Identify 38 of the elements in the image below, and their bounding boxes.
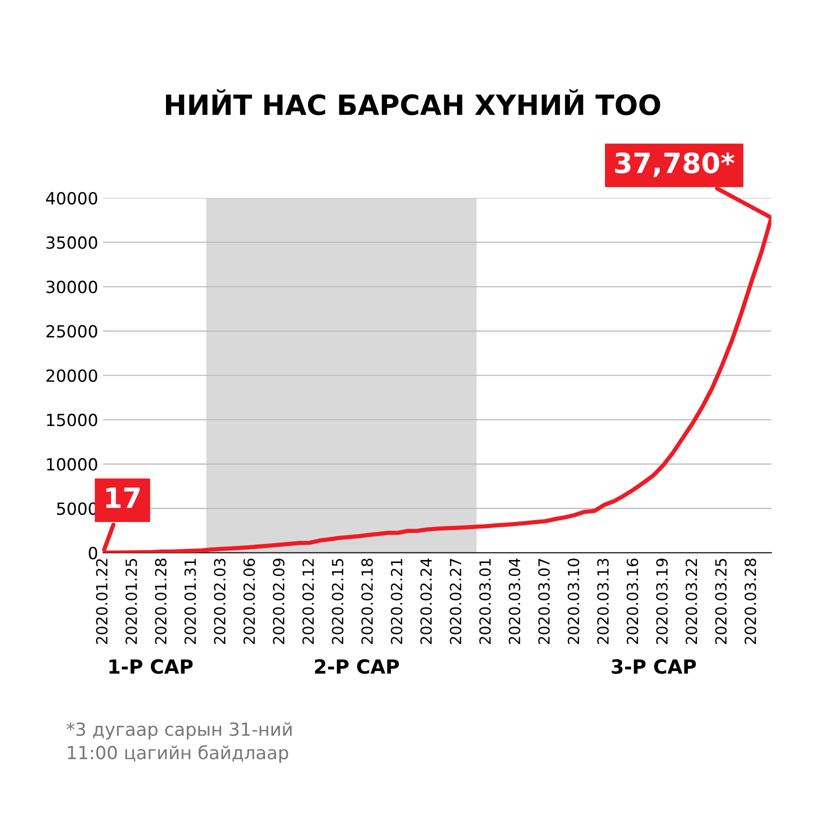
text: 2-Р САР <box>315 659 399 674</box>
x-tick-label: 2020.03.25 <box>715 558 727 644</box>
x-tick-label: 2020.01.25 <box>125 558 138 644</box>
x-tick-label: 2020.03.16 <box>626 558 638 644</box>
text: *3 дугаар сарын 31-ний 11:00 цагийн байдлаар <box>66 722 292 763</box>
x-tick-label: 2020.02.03 <box>214 558 226 644</box>
x-tick-label: 2020.02.12 <box>302 559 314 644</box>
x-tick-label: 2020.01.28 <box>154 558 167 644</box>
x-tick-label: 2020.03.22 <box>686 559 698 644</box>
x-tick-label: 2020.02.18 <box>361 558 373 644</box>
x-tick-label: 2020.01.31 <box>184 559 196 644</box>
y-tick-label: 35000 <box>46 236 98 249</box>
x-tick-label: 2020.02.24 <box>420 558 432 644</box>
y-tick-label: 20000 <box>46 369 98 382</box>
x-tick-label: 2020.03.28 <box>744 558 756 644</box>
chart-title: НИЙТ НАС БАРСАН ХҮНИЙ ТОО <box>166 89 660 116</box>
x-tick-label: 2020.01.22 <box>96 559 108 644</box>
x-tick-label: 2020.02.21 <box>390 559 402 644</box>
x-tick-label: 2020.02.06 <box>243 558 255 644</box>
x-tick-label: 2020.03.07 <box>538 558 550 644</box>
x-tick-label: 2020.03.19 <box>656 558 668 644</box>
text: 3-Р САР <box>612 659 696 674</box>
y-tick-label: 30000 <box>46 280 98 294</box>
x-tick-label: 2020.02.15 <box>332 558 344 644</box>
x-tick-label: 2020.03.10 <box>568 558 580 644</box>
x-tick-label: 2020.02.09 <box>272 558 284 644</box>
text: 1-Р САР <box>109 659 193 674</box>
data-label: 17 <box>106 488 140 508</box>
x-tick-label: 2020.03.04 <box>508 558 520 644</box>
x-tick-label: 2020.02.27 <box>450 558 462 644</box>
y-tick-label: 15000 <box>47 414 98 426</box>
y-tick-label: 25000 <box>46 324 98 338</box>
y-tick-label: 40000 <box>46 192 98 205</box>
y-tick-label: 10000 <box>47 458 98 471</box>
x-tick-label: 2020.03.01 <box>479 559 491 644</box>
data-label: 37,780* <box>615 152 734 177</box>
x-tick-label: 2020.03.13 <box>597 558 609 644</box>
y-tick-label: 0 <box>88 546 98 560</box>
